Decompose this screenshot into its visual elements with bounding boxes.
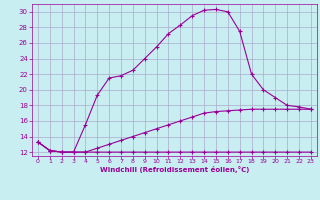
X-axis label: Windchill (Refroidissement éolien,°C): Windchill (Refroidissement éolien,°C): [100, 166, 249, 173]
